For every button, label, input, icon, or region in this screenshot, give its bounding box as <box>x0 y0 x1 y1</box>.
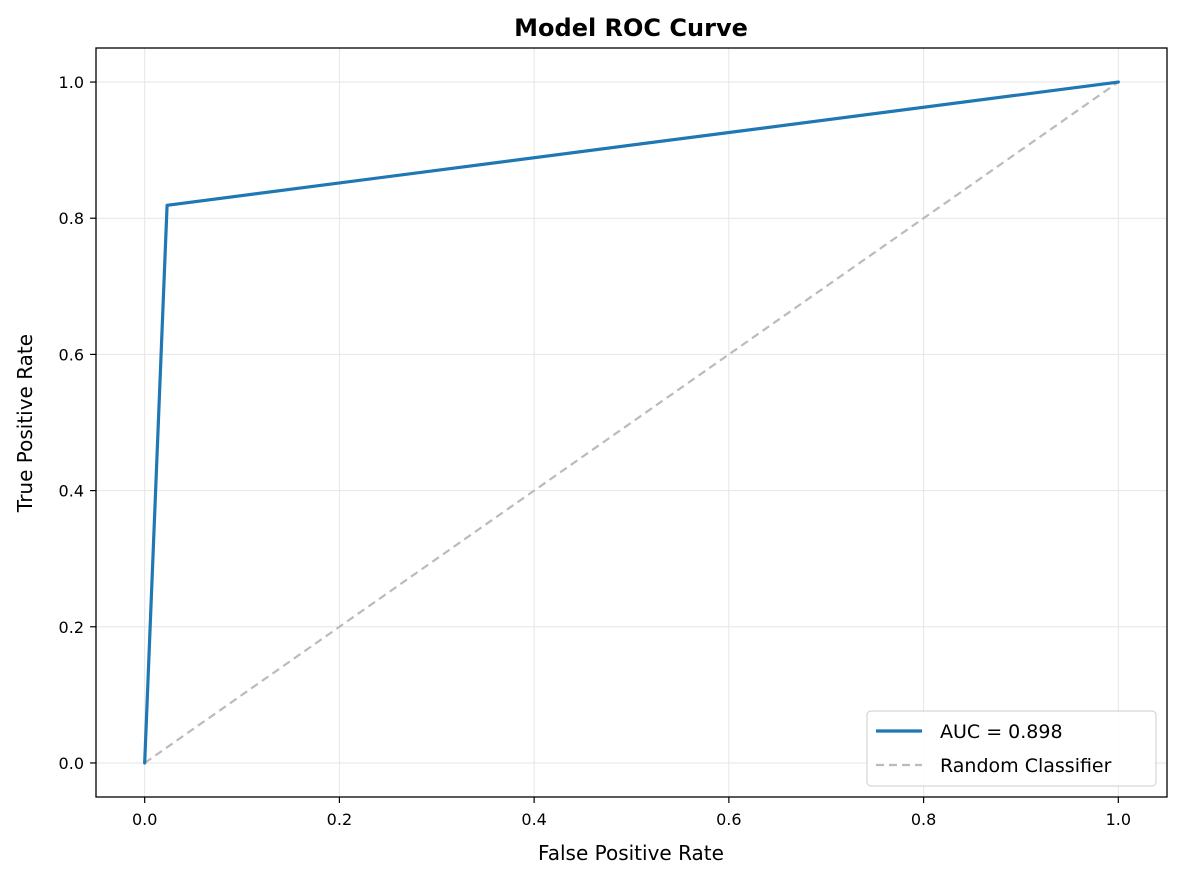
axis-ticks: 0.0 0.2 0.4 0.6 0.8 1.0 0.0 0.2 0.4 0.6 0.8 1.0 <box>59 73 1131 829</box>
grid <box>96 48 1167 797</box>
y-tick-label: 0.8 <box>59 209 84 228</box>
plot-series <box>143 80 1120 765</box>
y-tick-label: 0.6 <box>59 345 84 364</box>
x-tick-label: 1.0 <box>1106 810 1131 829</box>
roc-curve-line <box>143 80 1120 765</box>
legend-label-random: Random Classifier <box>940 755 1112 777</box>
legend-box <box>866 710 1157 787</box>
x-tick-label: 0.0 <box>132 810 157 829</box>
y-tick-label: 0.2 <box>59 618 84 637</box>
y-tick-label: 0.0 <box>59 754 84 773</box>
x-tick-label: 0.4 <box>521 810 546 829</box>
y-tick-label: 1.0 <box>59 73 84 92</box>
x-tick-label: 0.2 <box>327 810 352 829</box>
x-tick-label: 0.8 <box>911 810 936 829</box>
y-axis-label: True Positive Rate <box>13 334 37 513</box>
plot-frame <box>95 47 1168 798</box>
x-tick-label: 0.6 <box>716 810 741 829</box>
legend-label-auc: AUC = 0.898 <box>940 721 1063 743</box>
y-tick-label: 0.4 <box>59 482 84 501</box>
legend: AUC = 0.898 Random Classifier <box>866 710 1157 787</box>
random-classifier-line <box>144 81 1119 764</box>
chart-title: Model ROC Curve <box>514 14 748 42</box>
x-axis-label: False Positive Rate <box>538 841 724 865</box>
